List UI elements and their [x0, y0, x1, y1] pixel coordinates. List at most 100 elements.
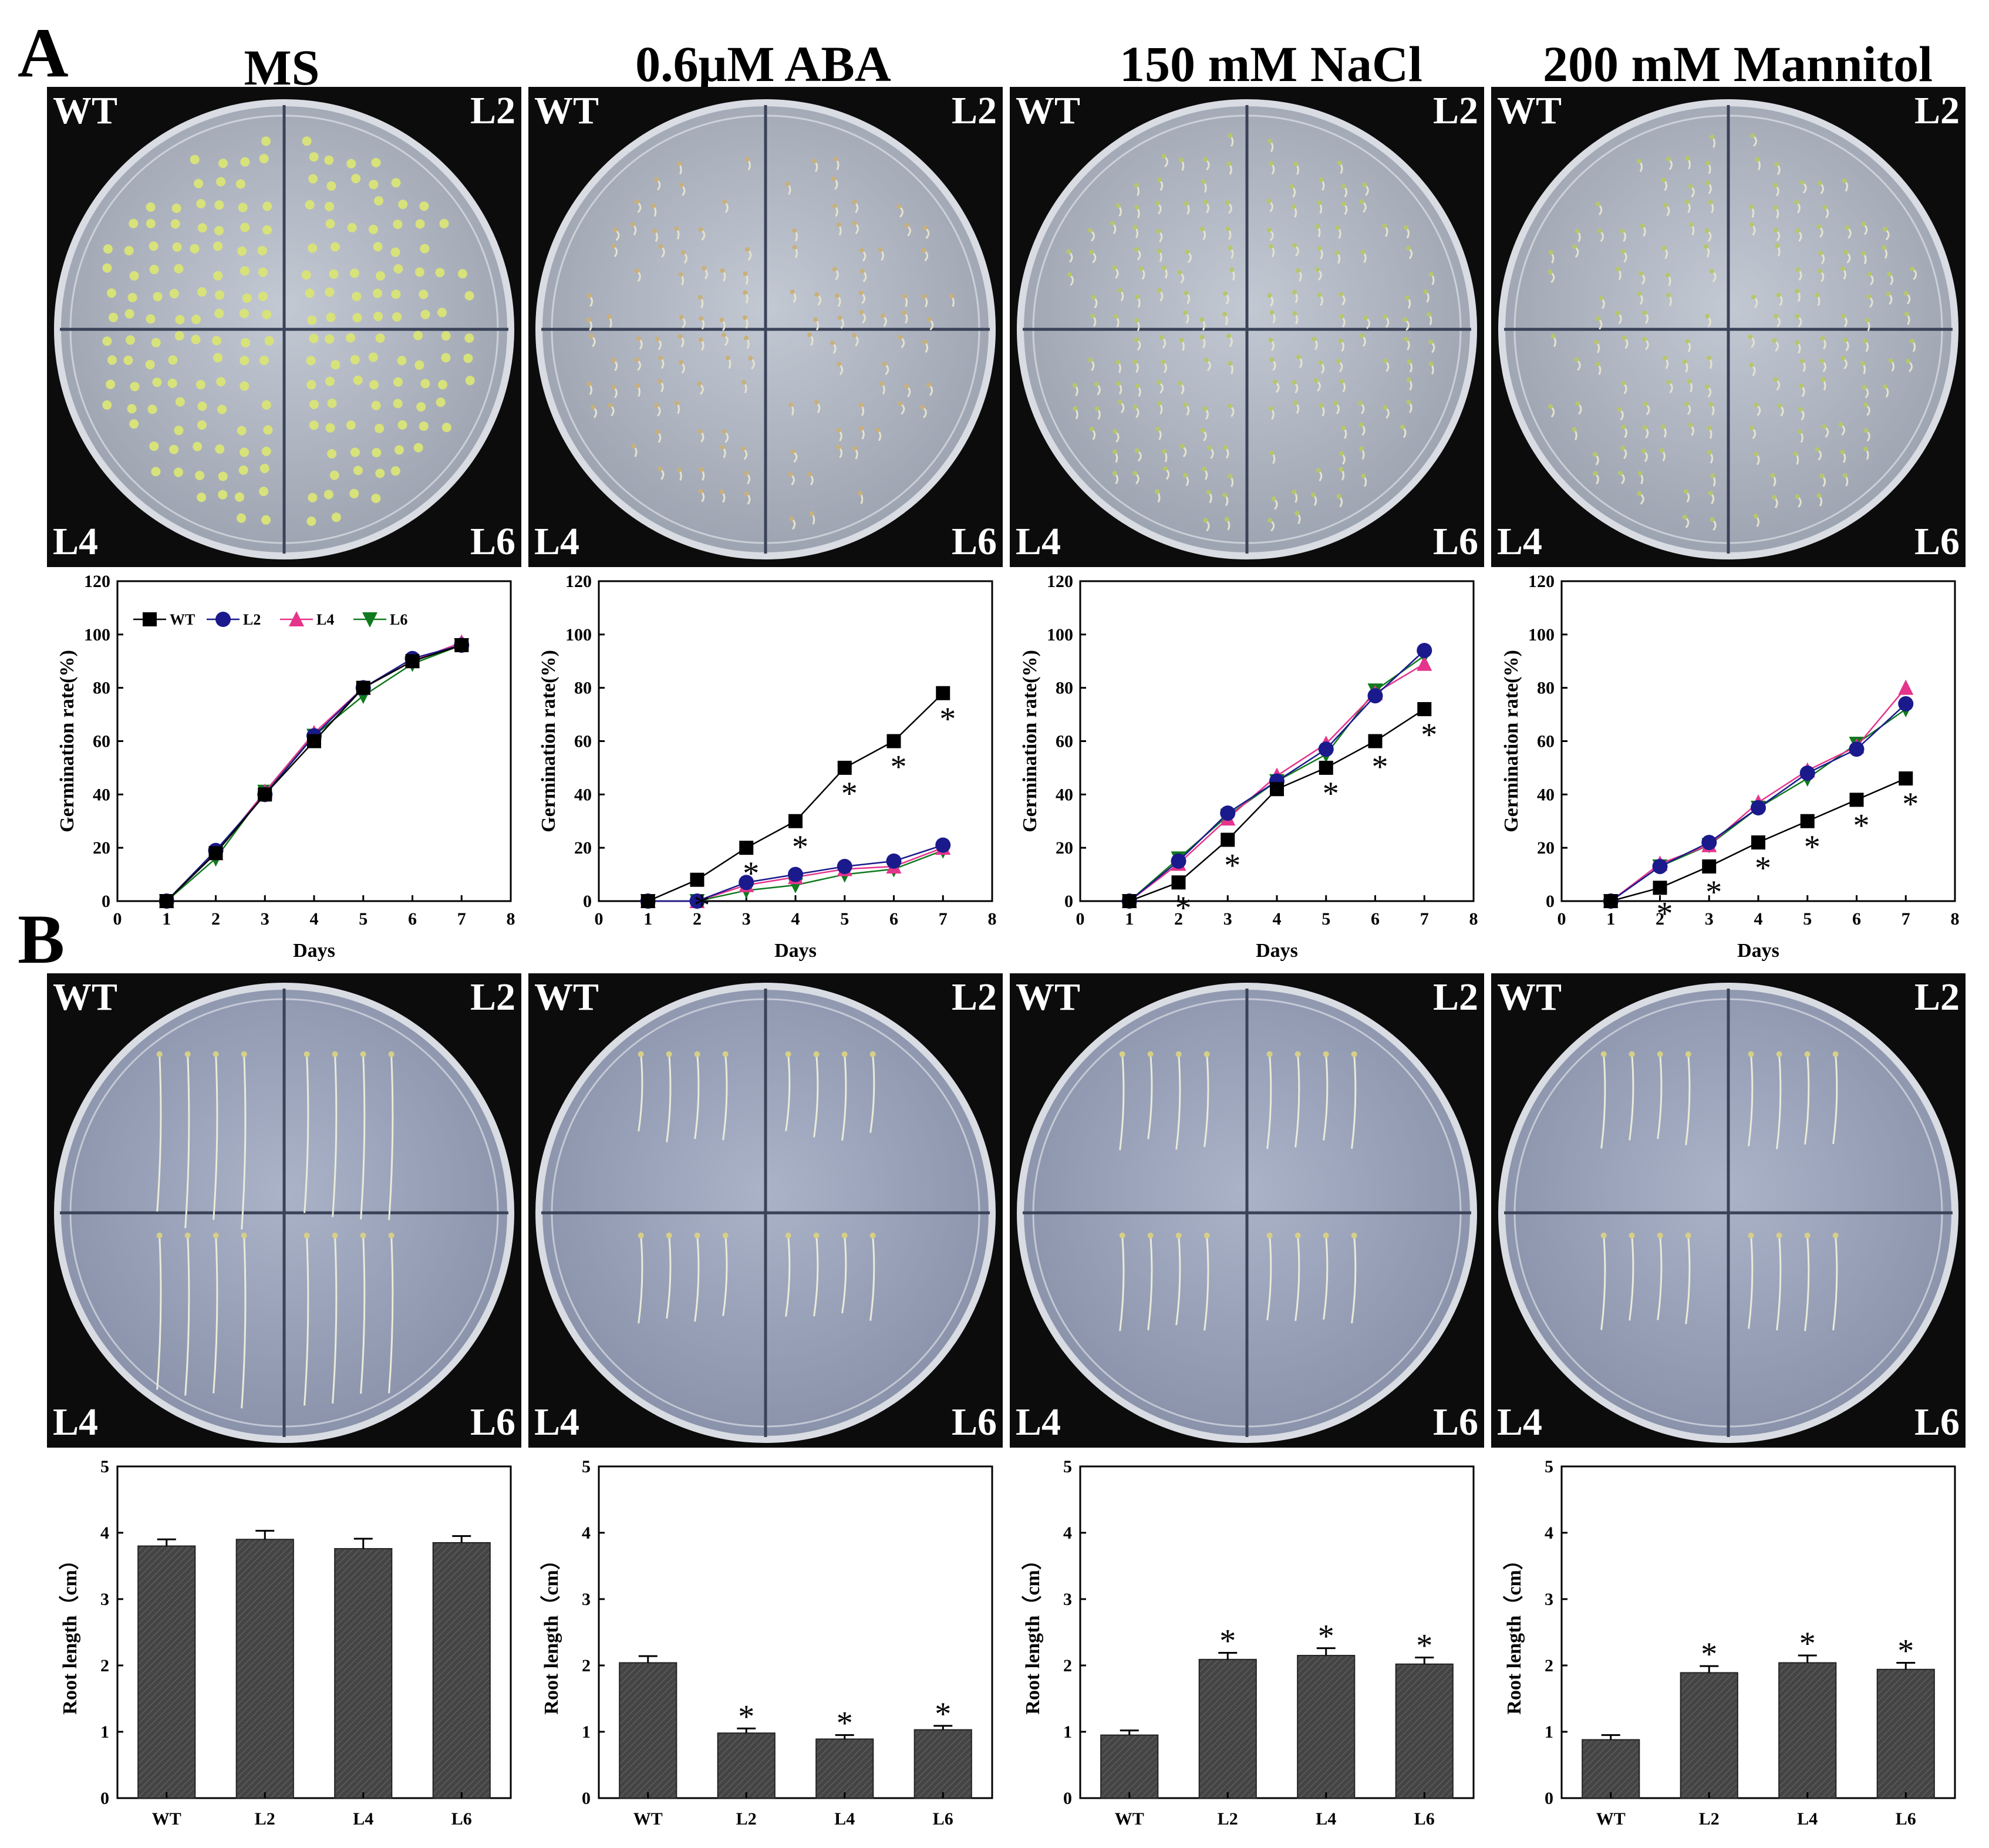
significance-star: *	[1755, 850, 1771, 886]
seedling	[197, 493, 207, 503]
seedling	[1751, 294, 1756, 299]
seedling	[813, 317, 818, 322]
seedling	[1066, 249, 1071, 254]
seedling	[213, 353, 223, 363]
seedling	[1773, 183, 1778, 188]
seedling	[658, 355, 663, 360]
seedling	[262, 201, 272, 211]
x-tick-label: 0	[1076, 909, 1085, 929]
seedling	[1776, 1051, 1782, 1057]
petri-dish-image	[535, 983, 996, 1443]
seedling	[1316, 468, 1321, 473]
y-tick-label: 4	[100, 1523, 109, 1543]
seedling	[1621, 335, 1627, 340]
seedling-root	[785, 1235, 791, 1317]
seedling	[1663, 203, 1668, 208]
seedling	[1175, 1232, 1182, 1239]
significance-star: *	[1175, 890, 1192, 926]
y-axis-label: Germination rate(%)	[538, 650, 559, 832]
y-tick-label: 0	[1545, 1789, 1553, 1808]
germination-chart-mannitol: 0 1 2 3 4 5 6 7 8 0 20 40 60 80 100 120 Days Germination …	[1479, 569, 1967, 969]
seedling	[235, 179, 245, 189]
seedling-root	[1147, 1235, 1153, 1330]
seedling	[1293, 400, 1299, 406]
x-tick-label: 0	[1558, 909, 1566, 929]
seedling	[1323, 1232, 1329, 1239]
seedling	[926, 316, 932, 322]
plate-label-l4: L4	[1497, 520, 1543, 563]
seedling	[1339, 292, 1344, 297]
x-tick-label: 6	[408, 909, 417, 929]
seedling	[1383, 405, 1388, 410]
seedling	[921, 248, 926, 253]
plate-label-wt: WT	[534, 976, 599, 1019]
seedling	[1157, 380, 1162, 385]
seedling	[237, 513, 247, 523]
seedling	[790, 289, 795, 295]
bar-l2	[235, 1539, 294, 1799]
panel-label-b: B	[18, 900, 65, 978]
seedling	[1687, 379, 1692, 384]
seedling	[195, 380, 205, 390]
seedling	[1629, 1232, 1635, 1239]
seedling	[630, 222, 635, 227]
seedling	[124, 309, 134, 319]
seedling	[373, 242, 383, 252]
seedling	[1315, 267, 1320, 272]
seedling	[1067, 272, 1072, 277]
seedling	[1311, 492, 1316, 497]
seedling	[852, 333, 857, 338]
seedling-root	[1147, 1054, 1153, 1139]
seedling	[173, 467, 183, 477]
data-point	[356, 680, 370, 695]
seedling	[852, 200, 857, 205]
seedling	[1089, 249, 1094, 255]
y-tick-label: 100	[1047, 625, 1073, 645]
seedling	[1178, 157, 1184, 163]
seedling-root	[1748, 1054, 1754, 1146]
seedling	[324, 155, 334, 165]
x-tick-label: 5	[840, 909, 849, 929]
seedling	[1094, 406, 1100, 412]
seedling	[106, 379, 116, 389]
seedling-root	[666, 1235, 672, 1319]
y-tick-label: 2	[582, 1656, 591, 1675]
seedling	[1405, 295, 1410, 301]
seedling	[241, 1232, 247, 1239]
seedling	[1863, 428, 1869, 433]
plate-label-l2: L2	[1914, 976, 1960, 1019]
data-point	[289, 611, 304, 626]
seedling-root	[156, 1235, 162, 1390]
chart-svg: 0 1 2 3 4 5 6 7 8020406080100120DaysGermination …	[56, 572, 515, 962]
seedling	[1314, 378, 1319, 383]
seedling	[658, 244, 663, 249]
seedling	[214, 308, 224, 318]
seedling	[676, 467, 682, 473]
seedling-root	[869, 1235, 875, 1321]
seedling-root	[1175, 1054, 1181, 1150]
seedling-root	[1804, 1054, 1810, 1145]
x-tick-label: L6	[1414, 1809, 1435, 1829]
seedling-root	[304, 1235, 309, 1406]
seedling-root	[360, 1054, 366, 1220]
x-tick-label: 4	[1273, 909, 1282, 929]
seedling	[156, 1232, 163, 1239]
seedling	[1159, 335, 1165, 340]
y-tick-label: 2	[1063, 1656, 1072, 1675]
seedling	[638, 1232, 644, 1239]
seedling	[1684, 402, 1689, 407]
y-axis-label: Root length（cm）	[58, 1550, 81, 1714]
seedling	[1162, 448, 1167, 454]
seedling	[1400, 424, 1405, 430]
seedling	[1596, 316, 1601, 321]
seedling	[1642, 310, 1647, 315]
seedling	[1795, 340, 1800, 345]
seedling	[169, 289, 179, 299]
plot-frame	[1079, 1465, 1475, 1799]
plot-frame	[598, 1465, 993, 1799]
seedling	[698, 337, 703, 342]
seedling	[1643, 402, 1648, 407]
x-tick-label: 1	[1125, 909, 1134, 929]
x-tick-label: L2	[736, 1809, 757, 1829]
seedling	[309, 420, 319, 430]
